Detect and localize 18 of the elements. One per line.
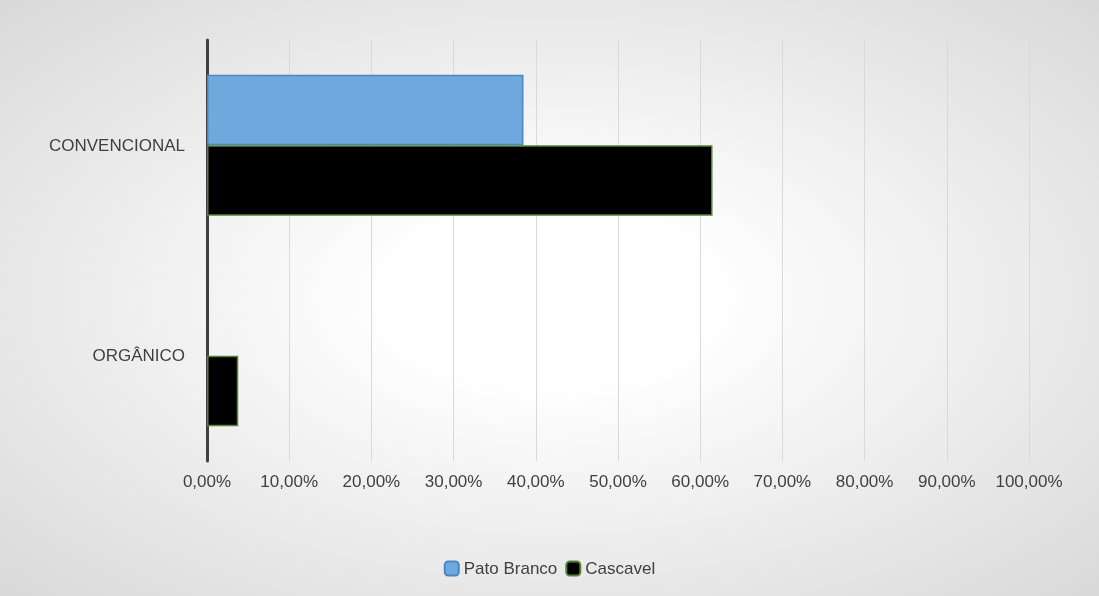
- x-tick-label: 50,00%: [589, 472, 647, 491]
- bar: [207, 355, 239, 427]
- legend-label: Cascavel: [585, 559, 656, 578]
- y-tick-label: ORGÂNICO: [92, 346, 185, 366]
- x-tick-label: 30,00%: [424, 472, 483, 491]
- bar: [207, 74, 524, 146]
- x-tick-label: 60,00%: [671, 472, 730, 491]
- x-tick-label: 80,00%: [835, 472, 894, 491]
- x-tick-label: 70,00%: [753, 472, 812, 491]
- x-tick-label: 20,00%: [342, 472, 401, 491]
- x-tick-label: 0,00%: [182, 472, 232, 491]
- x-tick-label: 100,00%: [995, 472, 1063, 491]
- legend-label: Pato Branco: [463, 559, 558, 578]
- x-tick-label: 90,00%: [917, 472, 976, 491]
- x-tick-label: 10,00%: [260, 472, 319, 491]
- bar: [207, 145, 713, 216]
- y-tick-label: CONVENCIONAL: [48, 135, 185, 155]
- x-tick-label: 40,00%: [506, 472, 565, 491]
